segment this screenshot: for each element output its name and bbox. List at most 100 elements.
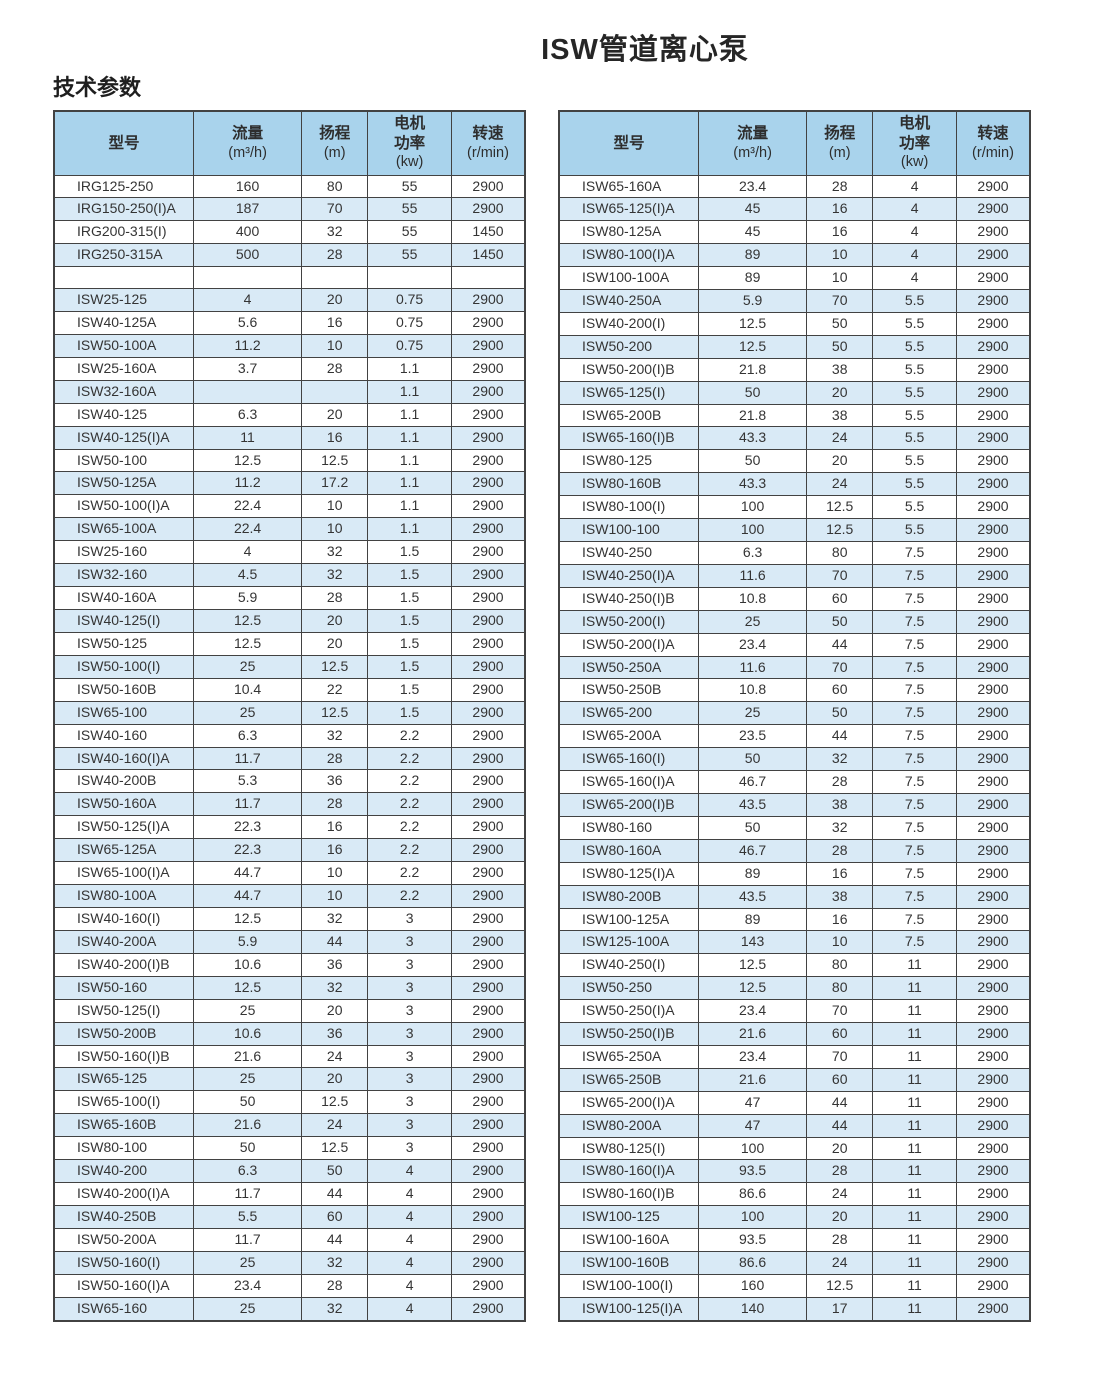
head-cell: 12.5	[806, 518, 874, 542]
power-cell: 11	[872, 1296, 957, 1322]
model-cell: ISW40-125	[53, 402, 194, 427]
speed-cell: 2900	[451, 723, 526, 748]
model-cell: ISW65-100	[53, 700, 194, 725]
speed-cell: 2900	[451, 998, 526, 1023]
flow-cell: 4	[192, 288, 303, 313]
model-cell: ISW32-160	[53, 563, 194, 588]
flow-cell: 50	[192, 1090, 303, 1115]
head-cell: 20	[806, 380, 874, 405]
model-cell: ISW50-100(I)A	[53, 494, 194, 519]
table-row: ISW65-200(I)A 47 44 11 2900	[558, 1090, 1031, 1115]
head-cell: 12.5	[806, 1274, 874, 1298]
speed-cell: 2900	[956, 976, 1031, 1001]
speed-cell: 2900	[956, 770, 1031, 794]
head-cell: 70	[806, 563, 874, 588]
column-unit: (m³/h)	[733, 144, 772, 161]
table-row: ISW65-160(I)B 43.3 24 5.5 2900	[558, 426, 1031, 451]
table-row: ISW40-250B 5.5 60 4 2900	[53, 1204, 526, 1229]
speed-cell: 2900	[956, 884, 1031, 909]
head-cell: 16	[806, 197, 874, 222]
table-row: ISW50-250B 10.8 60 7.5 2900	[558, 678, 1031, 703]
speed-cell: 2900	[451, 769, 526, 794]
head-cell: 50	[806, 311, 874, 336]
power-cell: 5.5	[872, 357, 957, 382]
table-row: ISW50-100(I)A 22.4 10 1.1 2900	[53, 494, 526, 519]
table-row: ISW40-200A 5.9 44 3 2900	[53, 929, 526, 954]
model-cell: ISW65-125A	[53, 838, 194, 863]
flow-cell: 21.8	[697, 403, 808, 428]
flow-cell: 43.3	[697, 472, 808, 497]
table-row: ISW80-100 50 12.5 3 2900	[53, 1136, 526, 1161]
speed-cell: 2900	[956, 403, 1031, 428]
head-cell: 20	[301, 288, 369, 313]
speed-cell: 2900	[956, 747, 1031, 772]
column-header: 扬程 (m)	[806, 110, 874, 176]
table-row: ISW50-125(I) 25 20 3 2900	[53, 998, 526, 1023]
power-cell: 1.1	[367, 379, 452, 404]
speed-cell: 2900	[451, 838, 526, 863]
flow-cell: 25	[697, 701, 808, 726]
speed-cell: 2900	[451, 631, 526, 656]
flow-cell: 6.3	[697, 541, 808, 565]
model-cell: ISW40-250B	[53, 1204, 194, 1229]
table-row: ISW65-100(I)A 44.7 10 2.2 2900	[53, 861, 526, 886]
column-unit: (r/min)	[972, 144, 1014, 161]
head-cell: 12.5	[301, 654, 369, 679]
table-row: ISW50-100 12.5 12.5 1.1 2900	[53, 448, 526, 473]
flow-cell: 43.5	[697, 792, 808, 817]
table-row: ISW80-200B 43.5 38 7.5 2900	[558, 884, 1031, 909]
model-cell: ISW65-100A	[53, 517, 194, 542]
table-row: ISW50-250 12.5 80 11 2900	[558, 976, 1031, 1001]
model-cell: ISW50-100	[53, 448, 194, 473]
flow-cell: 500	[192, 243, 303, 268]
head-cell: 20	[806, 449, 874, 474]
table-row: ISW50-160(I)A 23.4 28 4 2900	[53, 1273, 526, 1298]
model-cell: ISW65-200	[558, 701, 699, 726]
table-row: ISW40-250(I) 12.5 80 11 2900	[558, 953, 1031, 978]
power-cell: 7.5	[872, 586, 957, 611]
table-row: ISW50-200(I)B 21.8 38 5.5 2900	[558, 357, 1031, 382]
flow-cell: 22.4	[192, 517, 303, 542]
power-cell: 7.5	[872, 541, 957, 565]
head-cell: 80	[806, 953, 874, 978]
flow-cell: 47	[697, 1113, 808, 1138]
head-cell: 10	[301, 884, 369, 908]
table-row: ISW50-250(I)B 21.6 60 11 2900	[558, 1022, 1031, 1046]
table-row: ISW40-125(I)A 11 16 1.1 2900	[53, 425, 526, 450]
table-row: IRG125-250 160 80 55 2900	[53, 174, 526, 199]
speed-cell: 1450	[451, 243, 526, 268]
flow-cell: 187	[192, 197, 303, 222]
power-cell: 2.2	[367, 746, 452, 771]
column-header: 电机 功率 (kw)	[872, 110, 957, 176]
flow-cell: 23.4	[697, 632, 808, 657]
head-cell: 80	[806, 976, 874, 1001]
flow-cell: 5.5	[192, 1204, 303, 1229]
power-cell: 3	[367, 1113, 452, 1138]
table-row: ISW80-125(I)A 89 16 7.5 2900	[558, 861, 1031, 886]
power-cell: 11	[872, 1228, 957, 1253]
column-label: 扬程	[319, 125, 351, 143]
table-row: ISW100-125A 89 16 7.5 2900	[558, 907, 1031, 932]
flow-cell: 43.5	[697, 884, 808, 909]
model-cell: ISW50-250B	[558, 678, 699, 703]
speed-cell: 2900	[451, 1136, 526, 1161]
table-row: ISW25-125 4 20 0.75 2900	[53, 288, 526, 313]
head-cell: 32	[806, 747, 874, 772]
table-row: ISW50-250(I)A 23.4 70 11 2900	[558, 999, 1031, 1024]
spec-table-left: 型号 流量 (m³/h) 扬程 (m) 电机 功率 (kw) 转速 (r/min) IRG125-…	[53, 110, 526, 1322]
power-cell: 3	[367, 1044, 452, 1069]
power-cell: 5.5	[872, 403, 957, 428]
flow-cell: 11.2	[192, 471, 303, 496]
speed-cell: 2900	[956, 1274, 1031, 1298]
column-header: 转速 (r/min)	[451, 110, 526, 176]
flow-cell: 25	[192, 1296, 303, 1322]
model-cell: ISW65-160B	[53, 1113, 194, 1138]
speed-cell: 2900	[451, 174, 526, 199]
speed-cell: 2900	[956, 1090, 1031, 1115]
table-row: ISW40-250(I)B 10.8 60 7.5 2900	[558, 586, 1031, 611]
speed-cell: 2900	[956, 1296, 1031, 1322]
flow-cell: 11.7	[192, 746, 303, 771]
power-cell: 1.5	[367, 586, 452, 610]
flow-cell: 43.3	[697, 426, 808, 451]
speed-cell: 2900	[451, 379, 526, 404]
